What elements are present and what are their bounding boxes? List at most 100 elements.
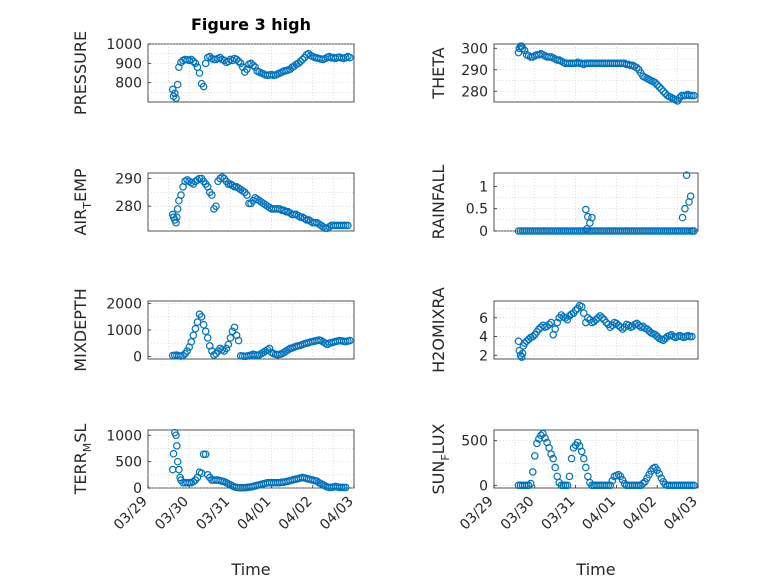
data-point (655, 469, 664, 478)
subplot-rainfall: 0 0.5 1 RAINFALL (429, 165, 699, 240)
data-point (579, 309, 588, 317)
data-point (690, 481, 698, 490)
data-point (201, 327, 210, 336)
data-point (584, 314, 592, 322)
data-point (541, 434, 549, 442)
data-point (339, 221, 348, 230)
data-point (203, 334, 212, 342)
data-point (606, 323, 615, 331)
data-point (191, 59, 200, 68)
y-tick-label: 280 (115, 199, 142, 215)
y-tick-label: 0 (133, 481, 142, 497)
data-point (290, 210, 299, 219)
y-tick-label: 500 (461, 434, 488, 450)
data-point (321, 224, 329, 233)
figure-title: Figure 3 high (191, 15, 311, 34)
y-axis-label: MIXDEPTH (71, 288, 90, 371)
data-point (549, 454, 557, 463)
data-point (173, 205, 182, 213)
data-point (341, 483, 350, 492)
data-point (187, 55, 196, 64)
data-point (228, 327, 237, 336)
subplot-mixdepth: 0 1000 2000 MIXDEPTH (71, 288, 355, 372)
data-point (608, 477, 617, 485)
y-axis-label: THETA (429, 47, 448, 99)
data-point (195, 69, 204, 77)
y-tick-label: 1 (479, 179, 488, 195)
data-point (346, 336, 354, 345)
data-point (296, 213, 305, 221)
y-axis-label: SUNFLUX (429, 423, 452, 494)
y-axis-label: TERRMSL (71, 424, 94, 496)
data-point (528, 468, 537, 476)
data-point (294, 59, 303, 68)
data-point (230, 183, 239, 191)
data-point (635, 321, 643, 330)
data-point (294, 212, 303, 220)
data-point (545, 320, 553, 329)
x-tick-label: 03/29 (111, 494, 151, 534)
data-point (280, 206, 288, 215)
subplot-sun-flux: 0 500 03/29 03/30 03/31 04/01 04/02 04/03 Time SU… (429, 423, 701, 579)
data-point (553, 318, 562, 327)
data-point (177, 191, 185, 199)
y-tick-label: 0 (479, 224, 488, 240)
x-tick-label: 04/03 (317, 494, 357, 534)
y-tick-label: 1000 (106, 323, 142, 339)
y-axis-label: H2OMIXRA (429, 287, 448, 373)
data-point (678, 213, 687, 222)
data-point (612, 319, 621, 328)
subplot-theta: 280 290 300 THETA (429, 41, 699, 105)
data-point (639, 479, 647, 488)
data-point (170, 89, 179, 98)
y-tick-label: 290 (461, 63, 488, 79)
data-point (657, 85, 666, 93)
data-point (302, 216, 311, 224)
data-point (518, 44, 527, 53)
subplot-air-temp: 280 290 AIRTEMP (71, 168, 355, 236)
data-point (224, 57, 233, 66)
data-point (222, 344, 231, 353)
y-tick-label: 300 (461, 41, 488, 57)
data-point (517, 353, 526, 361)
data-point (337, 483, 346, 492)
x-tick-label: 03/31 (539, 494, 579, 534)
data-point (243, 65, 251, 73)
data-point (571, 306, 580, 315)
y-tick-label: 800 (115, 76, 142, 92)
data-point (175, 63, 183, 71)
data-point (172, 218, 180, 227)
data-point (659, 87, 668, 96)
data-point (265, 344, 274, 353)
data-point (251, 63, 259, 71)
data-point (581, 463, 590, 472)
data-point (577, 447, 586, 456)
data-point (561, 314, 570, 322)
y-tick-label: 290 (115, 172, 142, 188)
data-point (606, 481, 615, 490)
data-point (234, 336, 243, 345)
x-tick-label: 03/29 (457, 494, 497, 534)
data-point (551, 463, 560, 472)
data-point (189, 331, 198, 340)
data-point (185, 478, 194, 487)
data-point (590, 317, 598, 326)
data-point (688, 332, 696, 341)
y-axis-label: RAINFALL (429, 165, 448, 240)
data-point (579, 454, 588, 463)
data-point (547, 450, 555, 458)
x-tick-label: 03/30 (498, 494, 538, 534)
y-tick-label: 0 (479, 478, 488, 494)
data-point (596, 312, 604, 320)
y-tick-label: 1000 (106, 428, 142, 444)
data-point (690, 91, 698, 100)
data-point (173, 442, 181, 450)
x-axis-label: Time (575, 560, 615, 579)
data-point (533, 439, 541, 448)
data-point (189, 477, 198, 486)
data-point (528, 332, 537, 341)
x-tick-label: 03/31 (193, 494, 233, 534)
data-point (179, 351, 187, 360)
